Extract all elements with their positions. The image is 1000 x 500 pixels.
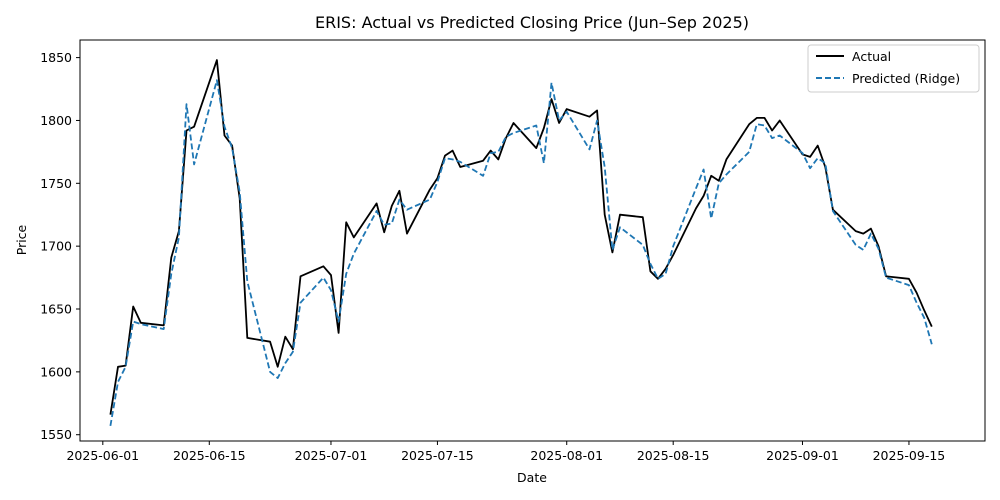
y-tick-label: 1650 (40, 302, 72, 317)
x-tick-label: 2025-08-15 (637, 448, 710, 463)
legend: Actual Predicted (Ridge) (807, 44, 980, 93)
x-tick-label: 2025-06-01 (66, 448, 139, 463)
plot-frame (79, 39, 986, 442)
y-tick-label: 1750 (40, 176, 72, 191)
x-tick-label: 2025-07-01 (295, 448, 368, 463)
y-tick-label: 1550 (40, 427, 72, 442)
y-tick-label: 1850 (40, 50, 72, 65)
legend-label-predicted: Predicted (Ridge) (852, 71, 960, 86)
x-tick-label: 2025-06-15 (173, 448, 246, 463)
legend-box (807, 44, 980, 93)
y-tick-label: 1600 (40, 364, 72, 379)
y-tick-label: 1700 (40, 239, 72, 254)
x-axis-label: Date (517, 470, 547, 485)
plot-area (109, 59, 933, 427)
series-line-actual (109, 59, 933, 415)
chart-title: ERIS: Actual vs Predicted Closing Price … (315, 13, 749, 32)
series-line-predicted (109, 79, 933, 427)
y-axis-label: Price (14, 224, 29, 255)
x-tick-label: 2025-09-15 (873, 448, 946, 463)
x-tick-label: 2025-07-15 (401, 448, 474, 463)
y-axis: 1550 1600 1650 1700 1750 1800 1850 (40, 50, 80, 442)
x-tick-label: 2025-09-01 (766, 448, 839, 463)
x-tick-label: 2025-08-01 (530, 448, 603, 463)
y-tick-label: 1800 (40, 113, 72, 128)
x-axis: 2025-06-01 2025-06-15 2025-07-01 2025-07-15… (66, 441, 945, 463)
legend-label-actual: Actual (852, 49, 891, 64)
